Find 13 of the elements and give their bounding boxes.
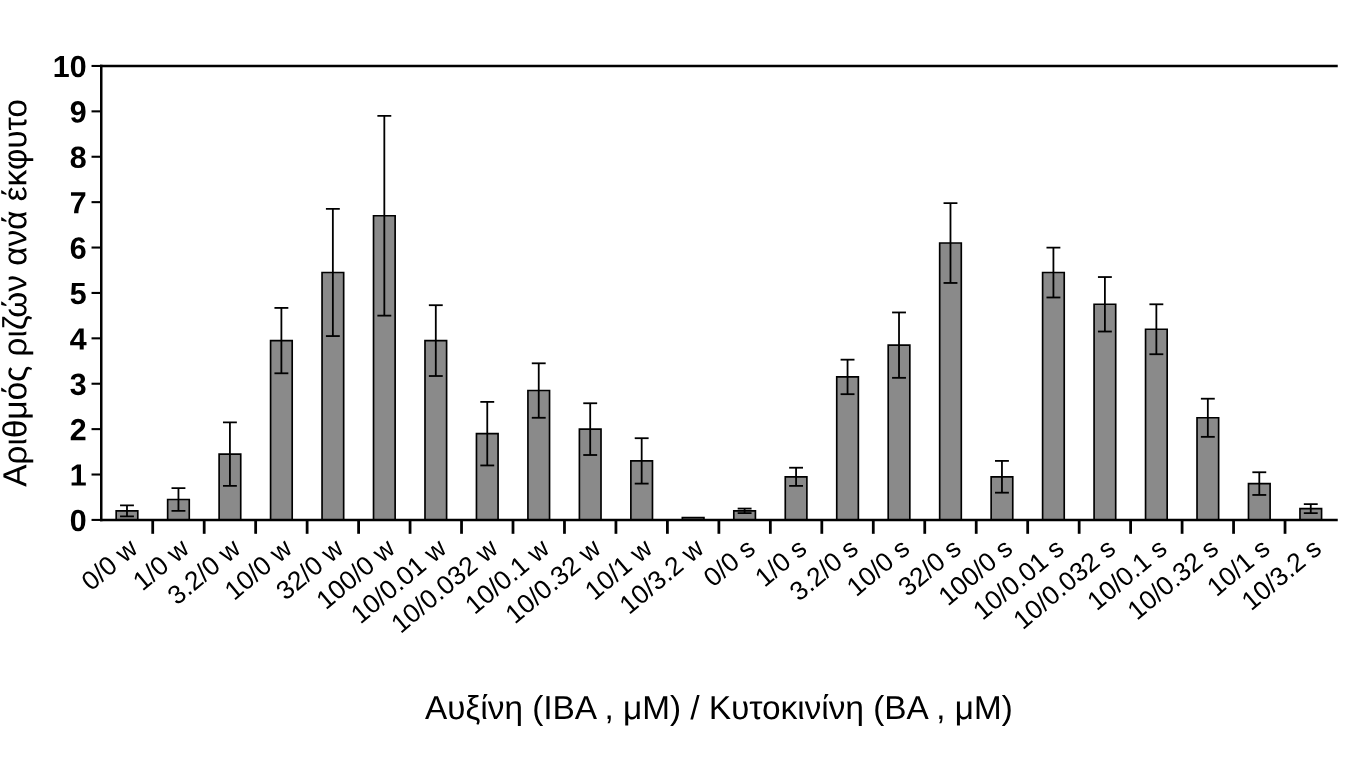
y-tick-label: 6: [70, 237, 86, 259]
y-tick-label: 3: [70, 373, 86, 396]
y-tick-label: 1: [71, 464, 86, 486]
y-tick-label: 9: [70, 101, 86, 123]
y-tick-label: 10: [54, 55, 86, 78]
x-axis-title: Αυξίνη (IBA , μM) / Κυτοκινίνη (BA , μM): [425, 693, 1011, 726]
y-tick-label: 8: [70, 146, 86, 169]
y-tick-label: 5: [70, 282, 86, 305]
y-tick-label: 4: [70, 328, 87, 350]
y-tick-label: 7: [70, 192, 86, 214]
y-tick-label: 2: [70, 418, 86, 441]
y-axis-title: Αριθμός ριζών ανά έκφυτο: [1, 100, 34, 487]
y-tick-label: 0: [70, 509, 86, 532]
